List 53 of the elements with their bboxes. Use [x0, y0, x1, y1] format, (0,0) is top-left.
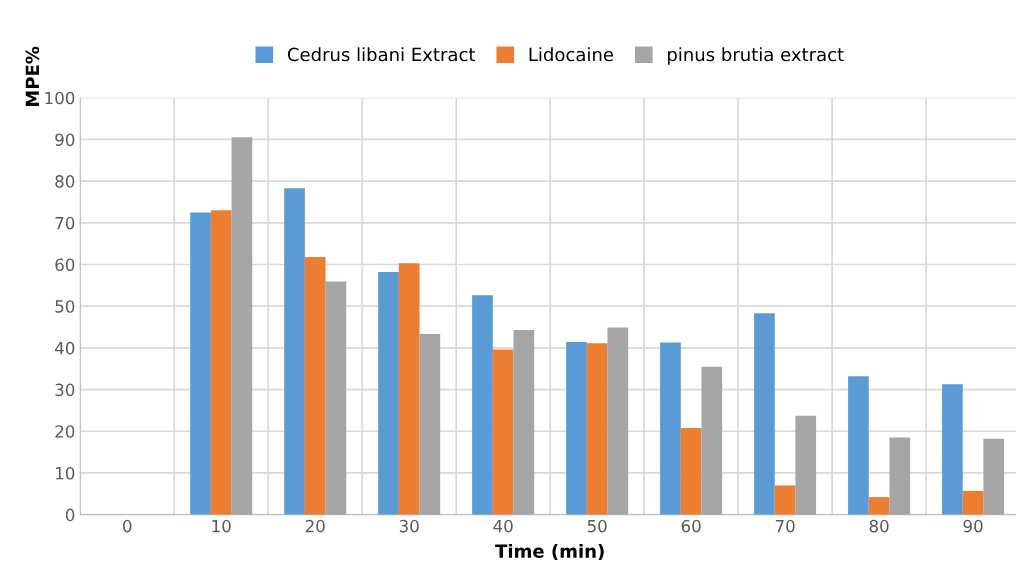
bar	[190, 212, 211, 515]
bar	[680, 427, 702, 515]
x-tick-label: 0	[123, 519, 132, 533]
y-tick-label: 0	[65, 508, 75, 522]
x-tick-label: 60	[681, 519, 701, 533]
bar	[492, 349, 514, 515]
bar	[795, 415, 817, 515]
legend-label: Cedrus libani Extract	[287, 47, 476, 62]
bar	[774, 485, 796, 515]
legend-label: pinus brutia extract	[668, 47, 844, 65]
bar	[983, 438, 1005, 515]
x-tick-label: 30	[399, 519, 419, 533]
y-tick-label: 30	[55, 383, 75, 397]
bar	[378, 272, 399, 515]
y-tick-label: 100	[45, 91, 75, 105]
bar	[284, 188, 305, 515]
bar	[513, 329, 535, 515]
bar	[868, 497, 890, 515]
bar	[962, 490, 984, 515]
x-axis-title: Time (min)	[495, 543, 604, 561]
x-tick-label: 90	[963, 519, 983, 533]
y-tick-label: 40	[55, 341, 75, 355]
y-tick-label: 60	[55, 258, 75, 272]
x-tick-label: 70	[775, 519, 795, 533]
bar	[586, 343, 608, 515]
bar	[472, 295, 493, 515]
y-tick-label: 50	[55, 300, 75, 313]
y-tick-label: 70	[55, 216, 75, 230]
bar	[660, 342, 681, 515]
bar	[231, 137, 253, 515]
bar	[210, 210, 232, 515]
y-axis-title: MPE%	[25, 46, 40, 107]
bar	[398, 263, 420, 515]
y-tick-label: 90	[55, 133, 75, 147]
bar	[848, 376, 869, 515]
bar	[419, 334, 441, 515]
x-tick-label: 40	[493, 519, 513, 533]
legend-label: Lidocaine	[529, 47, 614, 62]
x-tick-label: 20	[305, 519, 325, 533]
bar	[942, 384, 963, 515]
y-tick-label: 20	[55, 425, 75, 438]
x-tick-label: 80	[869, 519, 889, 533]
bar	[607, 327, 629, 515]
x-tick-label: 10	[212, 519, 231, 533]
bar	[701, 366, 723, 515]
bar	[304, 257, 326, 515]
bar	[566, 342, 587, 515]
bar	[325, 281, 347, 515]
bar	[754, 313, 775, 515]
y-tick-label: 80	[55, 175, 75, 188]
y-tick-label: 10	[56, 466, 75, 480]
bar	[889, 437, 911, 515]
x-tick-label: 50	[587, 519, 607, 533]
